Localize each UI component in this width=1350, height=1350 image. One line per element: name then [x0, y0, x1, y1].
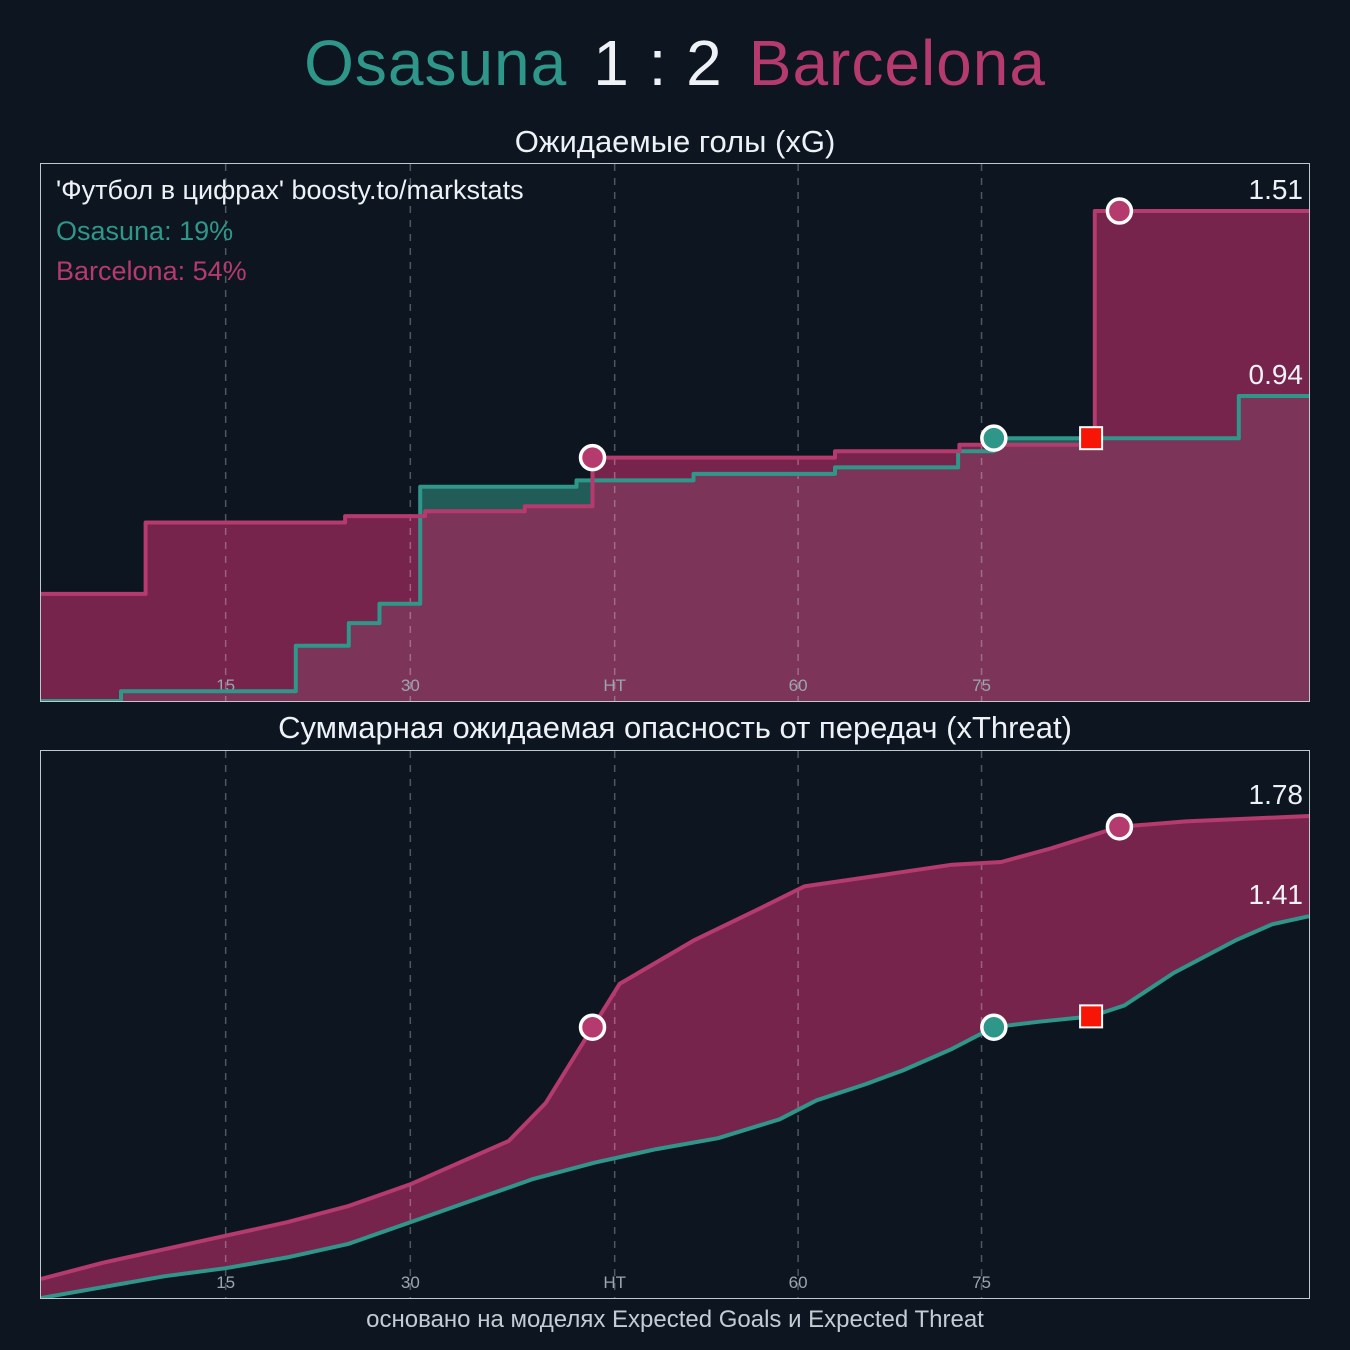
xg-chart: 15 30 HT 60 75 0.94 1.51 'Футбол в цифрах' boo…: [40, 163, 1310, 702]
footer-note: основано на моделях Expected Goals и Exp…: [366, 1306, 984, 1333]
xg-chart-title: Ожидаемые голы (xG): [514, 124, 836, 159]
home-win-probability: Osasuna: 19%: [56, 215, 234, 246]
away-win-probability: Barcelona: 54%: [56, 256, 247, 286]
barcelona-goal-marker: [1105, 197, 1134, 225]
x-tick-label: HT: [603, 676, 626, 695]
barcelona-goal-marker: [578, 443, 607, 472]
x-tick-label: 60: [789, 1273, 808, 1292]
match-score: 1 : 2: [593, 27, 723, 99]
x-tick-label: HT: [603, 1273, 626, 1292]
barcelona-final-value-label: 1.78: [1249, 779, 1304, 810]
barcelona-line: [41, 814, 1309, 1281]
x-tick-label: 30: [401, 1273, 420, 1292]
x-tick-label: 75: [972, 676, 991, 695]
osasuna-line: [41, 914, 1309, 1298]
x-tick-label: 60: [789, 676, 808, 695]
watermark: 'Футбол в цифрах' boosty.to/markstats: [56, 175, 524, 205]
x-tick-label: 30: [401, 676, 420, 695]
osasuna-final-value-label: 1.41: [1249, 879, 1304, 910]
x-tick-label: 15: [216, 1273, 235, 1292]
x-tick-label: 75: [972, 1273, 991, 1292]
xthreat-chart-canvas: 15 30 HT 60 75 1.41 1.78: [41, 751, 1309, 1298]
osasuna-goal-marker: [980, 424, 1008, 452]
annotation-block: 'Футбол в цифрах' boosty.to/markstats Os…: [56, 170, 524, 292]
barcelona-goal-marker: [1105, 813, 1134, 841]
barcelona-goal-marker: [578, 1013, 607, 1041]
red-card-marker: [1079, 426, 1104, 451]
osasuna-final-value-label: 0.94: [1249, 359, 1304, 390]
xg-chart-canvas: 15 30 HT 60 750.941.51: [41, 164, 1309, 701]
barcelona-final-value-label: 1.51: [1249, 174, 1304, 205]
xthreat-chart-title: Суммарная ожидаемая опасность от передач…: [278, 710, 1072, 745]
match-title: Osasuna 1 : 2 Barcelona: [0, 26, 1350, 100]
home-team-name: Osasuna: [304, 27, 568, 99]
barcelona-area: [41, 211, 1309, 701]
xthreat-chart: 15 30 HT 60 75 1.41 1.78: [40, 750, 1310, 1299]
red-card-marker: [1079, 1004, 1104, 1029]
between-area: [41, 816, 1309, 1298]
away-team-name: Barcelona: [748, 27, 1046, 99]
osasuna-goal-marker: [980, 1013, 1008, 1041]
